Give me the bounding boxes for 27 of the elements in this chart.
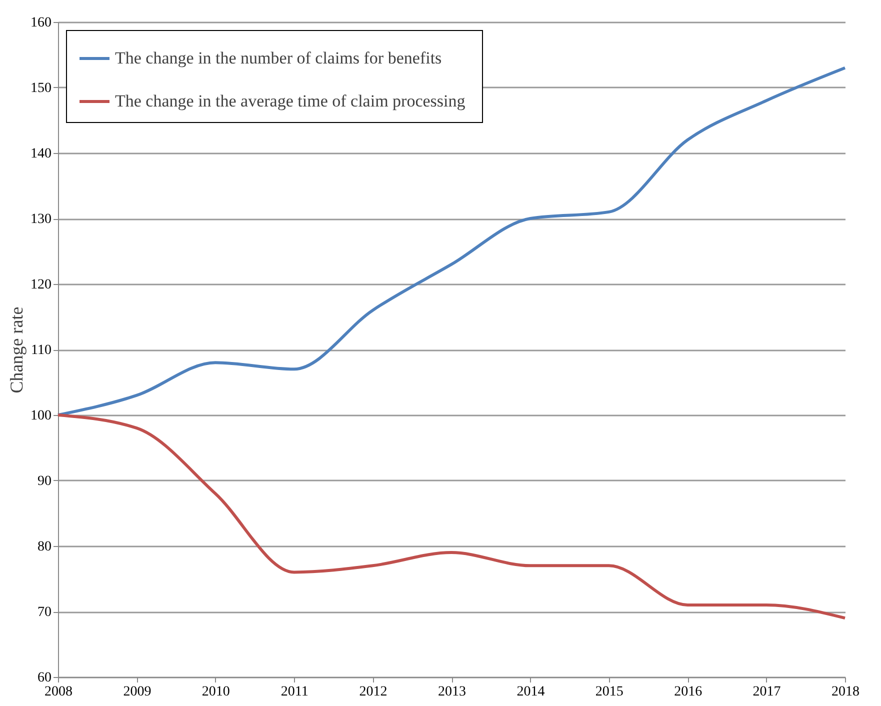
legend-label: The change in the average time of claim processing — [115, 92, 466, 110]
y-tick-label: 160 — [30, 16, 52, 30]
y-tick-label: 80 — [38, 540, 52, 554]
x-tick-label: 2008 — [44, 684, 72, 700]
y-tick-label: 140 — [30, 146, 52, 162]
x-tick-label: 2012 — [359, 684, 388, 700]
x-tick-label: 2015 — [595, 684, 624, 700]
y-tick-label: 120 — [30, 278, 52, 292]
y-tick-label: 60 — [38, 670, 52, 686]
line-series — [56, 414, 846, 620]
x-tick-label: 2018 — [832, 684, 860, 700]
y-tick-label: 150 — [30, 81, 52, 96]
legend-label: The change in the number of claims for benefits — [115, 48, 442, 68]
x-tick-label: 2016 — [674, 684, 702, 700]
x-tick-label: 2014 — [516, 684, 545, 700]
y-tick-label: 110 — [31, 343, 52, 358]
x-tick-label: 2017 — [752, 684, 781, 700]
y-tick-label: 70 — [38, 605, 52, 620]
x-tick-label: 2011 — [280, 684, 308, 700]
y-axis-title: Change rate — [6, 306, 26, 394]
y-tick-label: 130 — [30, 212, 52, 227]
y-tick-label: 90 — [38, 474, 52, 489]
line-series — [56, 66, 846, 416]
x-tick-label: 2013 — [438, 684, 466, 700]
y-tick-label: 100 — [30, 408, 52, 424]
x-tick-label: 2010 — [202, 684, 230, 700]
x-tick-label: 2009 — [123, 684, 152, 700]
